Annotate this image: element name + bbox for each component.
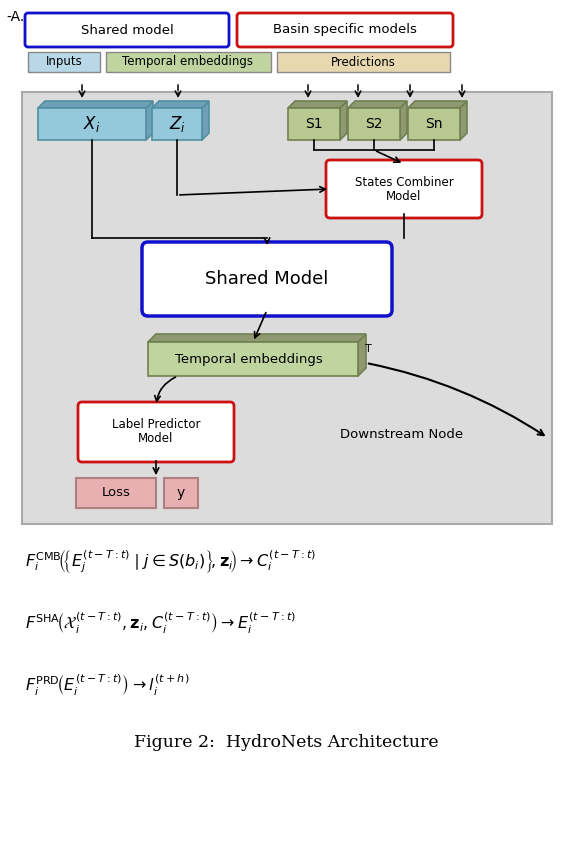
Bar (164, 478, 198, 508)
Text: Predictions: Predictions (331, 56, 395, 69)
Polygon shape (288, 101, 347, 108)
Polygon shape (400, 101, 407, 140)
Text: $F_i^{\mathrm{CMB}}\!\left(\!\left\{E_j^{(t-T:t)} \mid j \in S(b_i)\right\}\!, \: $F_i^{\mathrm{CMB}}\!\left(\!\left\{E_j^… (25, 548, 316, 574)
Bar (106, 52, 271, 72)
Text: Figure 2:  HydroNets Architecture: Figure 2: HydroNets Architecture (134, 734, 438, 751)
Text: $Z_i$: $Z_i$ (169, 114, 185, 134)
Text: Sn: Sn (425, 117, 443, 131)
Polygon shape (148, 334, 366, 342)
Bar (152, 108, 202, 140)
Text: Label Predictor: Label Predictor (112, 419, 200, 431)
Text: $F_i^{\mathrm{PRD}}\!\left(E_i^{(t-T:t)}\right) \rightarrow l_i^{(t+h)}$: $F_i^{\mathrm{PRD}}\!\left(E_i^{(t-T:t)}… (25, 672, 189, 697)
Polygon shape (460, 101, 467, 140)
Bar (408, 108, 460, 140)
Text: Model: Model (138, 432, 174, 446)
Bar (277, 52, 450, 72)
FancyBboxPatch shape (142, 242, 392, 316)
Text: Temporal embeddings: Temporal embeddings (175, 353, 323, 365)
Text: $X_i$: $X_i$ (84, 114, 101, 134)
Bar (148, 342, 358, 376)
Text: Shared Model: Shared Model (205, 270, 329, 288)
Text: T: T (364, 344, 371, 354)
Bar (348, 108, 400, 140)
FancyBboxPatch shape (78, 402, 234, 462)
Polygon shape (340, 101, 347, 140)
Bar (22, 92, 552, 524)
Polygon shape (38, 101, 153, 108)
Polygon shape (152, 101, 209, 108)
Polygon shape (408, 101, 467, 108)
Polygon shape (348, 101, 407, 108)
Polygon shape (146, 101, 153, 140)
Bar (28, 52, 100, 72)
FancyBboxPatch shape (326, 160, 482, 218)
Text: S2: S2 (366, 117, 383, 131)
Text: -A.: -A. (6, 10, 24, 24)
Bar (288, 108, 340, 140)
FancyBboxPatch shape (25, 13, 229, 47)
Text: Shared model: Shared model (81, 24, 173, 36)
Text: Downstream Node: Downstream Node (340, 427, 463, 441)
Text: States Combiner: States Combiner (355, 175, 454, 189)
Text: Temporal embeddings: Temporal embeddings (122, 56, 253, 69)
Text: $F^{\mathrm{SHA}}\!\left(\mathcal{X}_i^{(t-T:t)}, \mathbf{z}_i, C_i^{(t-T:t)}\ri: $F^{\mathrm{SHA}}\!\left(\mathcal{X}_i^{… (25, 610, 296, 635)
Text: y: y (177, 486, 185, 500)
Polygon shape (202, 101, 209, 140)
Text: S1: S1 (305, 117, 323, 131)
Text: Loss: Loss (102, 486, 130, 499)
Text: Model: Model (386, 190, 422, 204)
Polygon shape (358, 334, 366, 376)
Bar (76, 478, 156, 508)
Text: Inputs: Inputs (46, 56, 82, 69)
Text: Basin specific models: Basin specific models (273, 24, 417, 36)
Bar (38, 108, 146, 140)
FancyBboxPatch shape (237, 13, 453, 47)
